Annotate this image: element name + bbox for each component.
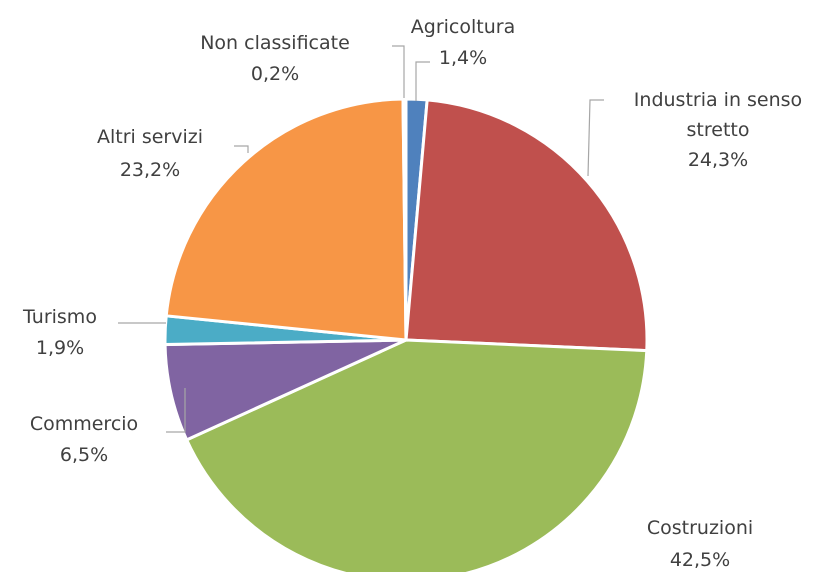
value-label: 42,5%: [669, 549, 731, 571]
value-label: 6,5%: [59, 444, 109, 466]
category-label: Costruzioni: [646, 517, 754, 539]
value-label: 24,3%: [687, 149, 749, 171]
pie-slice: [404, 98, 649, 353]
pie-slice: [164, 97, 408, 342]
value-label: 1,9%: [35, 337, 85, 359]
category-label: Industria in senso stretto: [633, 89, 803, 141]
leader-line: [392, 45, 405, 98]
value-label: 1,4%: [438, 47, 488, 69]
leader-line: [234, 145, 249, 153]
leader-line: [415, 61, 430, 101]
value-label: 0,2%: [250, 63, 300, 85]
pie-slice: [184, 338, 649, 572]
category-label: Non classificate: [200, 32, 350, 54]
category-label: Turismo: [23, 306, 97, 328]
leader-line: [587, 99, 604, 177]
category-label: Altri servizi: [96, 126, 204, 148]
category-label: Agricoltura: [410, 16, 516, 38]
category-label: Commercio: [29, 413, 139, 435]
leader-line: [166, 388, 186, 433]
pie-slice: [401, 97, 408, 341]
value-label: 23,2%: [119, 159, 181, 181]
